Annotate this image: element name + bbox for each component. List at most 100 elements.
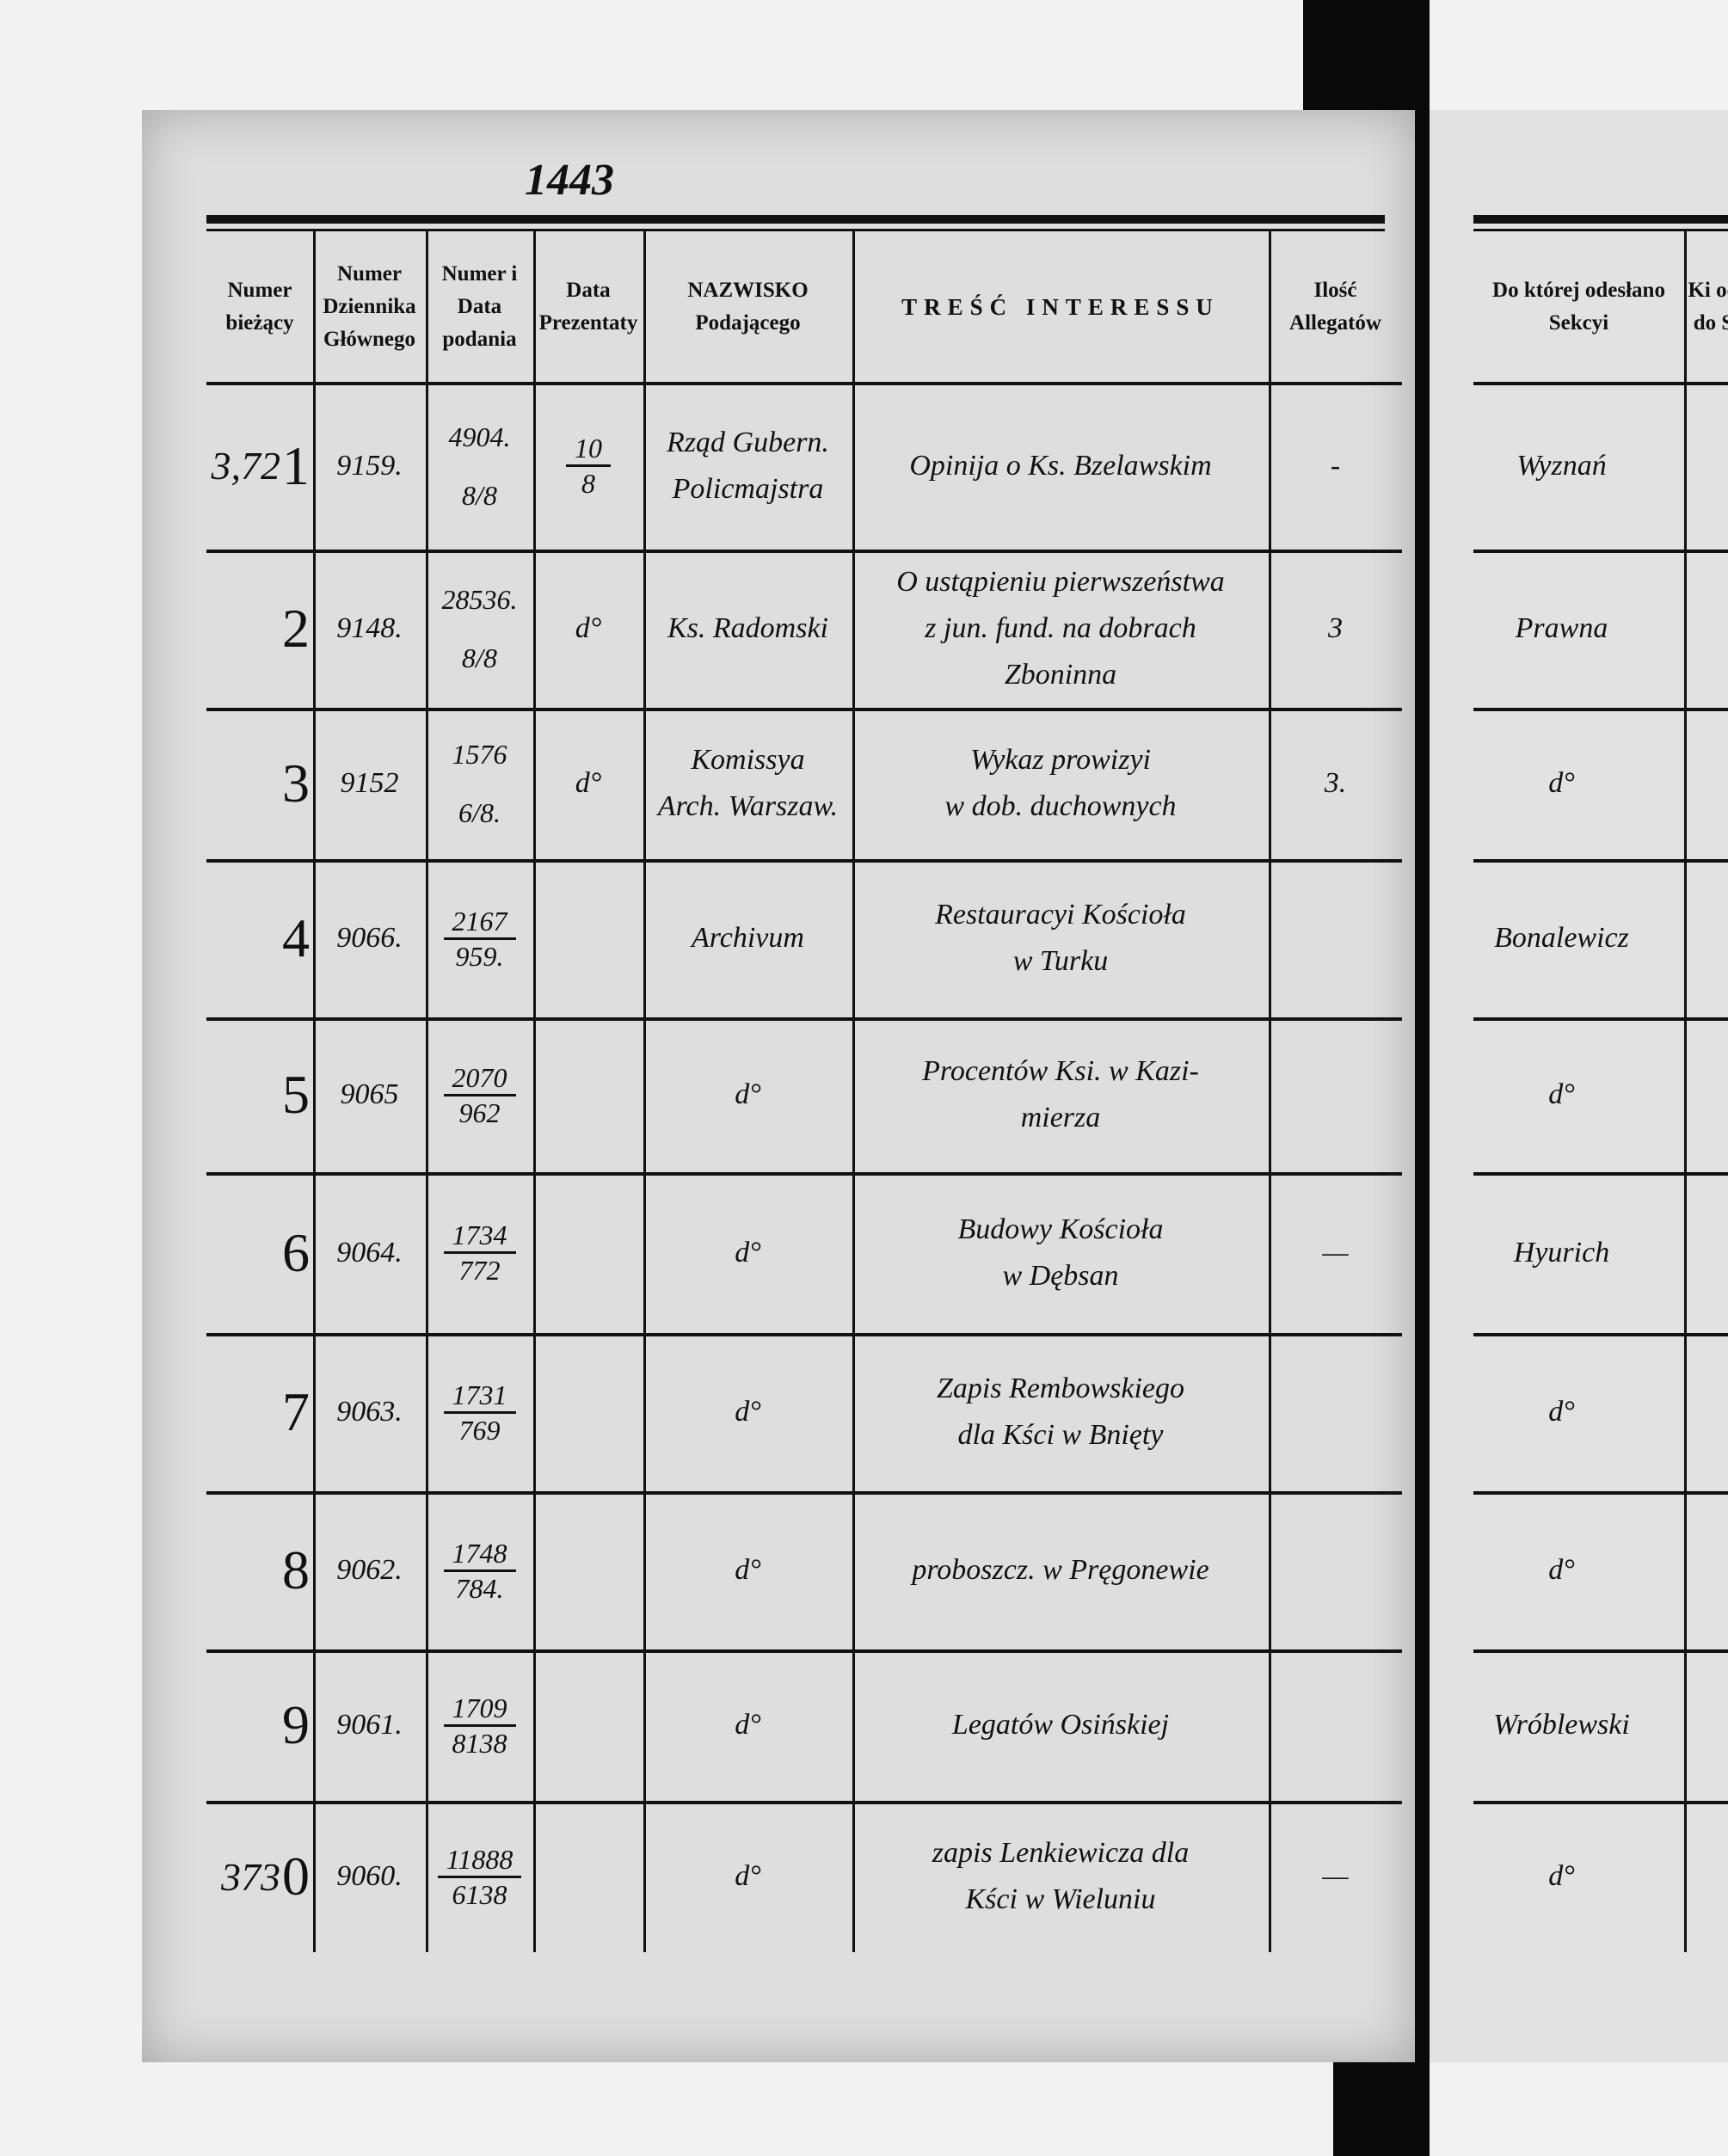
matter-content-line: Kści w Wieluniu bbox=[965, 1883, 1156, 1915]
entry-number-digit: 3 bbox=[282, 752, 310, 814]
header-sekcja: Do której odesłano Sekcyi bbox=[1492, 279, 1665, 335]
presentation-day: 10 bbox=[566, 432, 611, 467]
applicant-name: Ks. Radomski bbox=[643, 550, 852, 708]
applicant-name-line: Ks. Radomski bbox=[667, 612, 828, 644]
matter-content: Opinija o Ks. Bzelawskim bbox=[852, 382, 1269, 550]
matter-content: proboszcz. w Pręgonewie bbox=[852, 1491, 1269, 1649]
row-rule-right bbox=[1473, 1172, 1728, 1176]
entry-number-digit: 2 bbox=[282, 598, 310, 659]
entry-number-digit: 4 bbox=[282, 907, 310, 968]
filing-number: 4904. bbox=[448, 421, 511, 452]
filing-date: 8/8 bbox=[462, 642, 497, 673]
filing-number-date: 1576 6/8. bbox=[426, 708, 533, 859]
matter-content-line: Legatów Osińskiej bbox=[951, 1709, 1170, 1741]
matter-content-line: z jun. fund. na dobrach bbox=[925, 612, 1196, 644]
journal-number: 9148. bbox=[336, 612, 403, 644]
row-rule bbox=[206, 1649, 1402, 1653]
applicant-name-line: d° bbox=[735, 1078, 761, 1110]
top-rule-right-thin bbox=[1473, 229, 1728, 231]
filing-number: 28536. bbox=[441, 584, 518, 615]
column-rule bbox=[426, 231, 428, 1952]
scan-border-top bbox=[1303, 0, 1424, 110]
row-rule-right bbox=[1473, 708, 1728, 711]
matter-content-line: O ustąpieniu pierwszeństwa bbox=[896, 566, 1225, 598]
matter-content: Legatów Osińskiej bbox=[852, 1649, 1269, 1801]
matter-content: Restauracyi Kościoła w Turku bbox=[852, 859, 1269, 1017]
section-sent-to: d° bbox=[1548, 767, 1575, 799]
header-nazwisko: NAZWISKO Podającego bbox=[687, 279, 809, 335]
journal-number: 9063. bbox=[336, 1396, 403, 1428]
row-rule-right bbox=[1473, 550, 1728, 553]
filing-date: 6138 bbox=[452, 1878, 507, 1910]
attachments-count bbox=[1269, 1649, 1402, 1801]
row-rule-right bbox=[1473, 1491, 1728, 1495]
filing-number-date: 4904. 8/8 bbox=[426, 382, 533, 550]
scan-border-gutter bbox=[1415, 0, 1430, 2156]
row-rule-right bbox=[1473, 1017, 1728, 1021]
matter-content-line: w Dębsan bbox=[1002, 1259, 1119, 1292]
filing-number-date: 2070 962 bbox=[426, 1017, 533, 1172]
attachments-count bbox=[1269, 859, 1402, 1017]
applicant-name: d° bbox=[643, 1333, 852, 1491]
column-rule bbox=[643, 231, 646, 1952]
row-rule bbox=[206, 708, 1402, 711]
applicant-name: d° bbox=[643, 1491, 852, 1649]
row-rule bbox=[206, 1333, 1402, 1336]
presentation-date bbox=[533, 1649, 643, 1801]
matter-content-line: Zboninna bbox=[1004, 659, 1117, 691]
journal-number: 9060. bbox=[336, 1860, 403, 1892]
applicant-name: d° bbox=[643, 1017, 852, 1172]
matter-content-line: Restauracyi Kościoła bbox=[935, 899, 1186, 931]
applicant-name-line: Komissya bbox=[691, 744, 805, 776]
section-sent-to: Hyurich bbox=[1513, 1236, 1610, 1268]
header-numer-biezacy: Numer bieżący bbox=[225, 279, 294, 335]
entry-number: 6 bbox=[138, 1172, 310, 1333]
matter-content-line: Procentów Ksi. w Kazi- bbox=[922, 1055, 1199, 1087]
applicant-name-line: d° bbox=[735, 1236, 761, 1268]
filing-number-date: 1734 772 bbox=[426, 1172, 533, 1333]
row-rule-right bbox=[1473, 859, 1728, 863]
attachments-count: 3 bbox=[1328, 612, 1343, 644]
filing-number: 1731 bbox=[443, 1379, 516, 1414]
attachments-count: 3. bbox=[1324, 767, 1347, 799]
attachments-count bbox=[1269, 1017, 1402, 1172]
row-rule-right bbox=[1473, 1801, 1728, 1804]
matter-content-line: Zapis Rembowskiego bbox=[936, 1373, 1185, 1404]
matter-content-line: Opinija o Ks. Bzelawskim bbox=[909, 449, 1212, 482]
column-rule bbox=[533, 231, 536, 1952]
applicant-name-line: Archivum bbox=[692, 922, 804, 954]
folio-number: 1443 bbox=[525, 156, 614, 205]
entry-number-digit: 5 bbox=[282, 1064, 310, 1125]
matter-content-line: mierza bbox=[1020, 1102, 1101, 1133]
entry-number-prefix: 373 bbox=[221, 1854, 280, 1899]
matter-content: zapis Lenkiewicza dla Kści w Wieluniu bbox=[852, 1801, 1269, 1952]
matter-content-line: proboszcz. w Pręgonewie bbox=[912, 1554, 1209, 1586]
attachments-count: — bbox=[1322, 1860, 1349, 1892]
section-sent-to: Bonalewicz bbox=[1494, 922, 1629, 954]
entry-number: 8 bbox=[138, 1491, 310, 1649]
row-rule-right bbox=[1473, 1649, 1728, 1653]
entry-number-digit: 9 bbox=[282, 1694, 310, 1755]
applicant-name: Rząd Gubern. Policmajstra bbox=[643, 382, 852, 550]
section-sent-to: d° bbox=[1548, 1860, 1575, 1892]
column-rule bbox=[1269, 231, 1271, 1952]
entry-number: 5 bbox=[138, 1017, 310, 1172]
presentation-date bbox=[533, 1491, 643, 1649]
header-allegaty: Ilość Allegatów bbox=[1289, 279, 1381, 335]
applicant-name: d° bbox=[643, 1172, 852, 1333]
entry-number-digit: 0 bbox=[282, 1846, 310, 1907]
filing-number: 11888 bbox=[437, 1843, 522, 1878]
header-tresc: TREŚĆ INTERESSU bbox=[901, 294, 1220, 320]
presentation-date: 10 8 bbox=[533, 382, 643, 550]
top-rule-left bbox=[206, 215, 1385, 224]
row-rule bbox=[206, 1801, 1402, 1804]
matter-content-line: Wykaz prowizyi bbox=[970, 744, 1151, 776]
filing-date: 962 bbox=[458, 1096, 501, 1128]
applicant-name-line: Rząd Gubern. bbox=[667, 426, 829, 458]
presentation-date bbox=[533, 1172, 643, 1333]
section-sent-to: d° bbox=[1548, 1078, 1575, 1110]
applicant-name: d° bbox=[643, 1649, 852, 1801]
filing-date: 769 bbox=[458, 1414, 501, 1446]
section-sent-to: Prawna bbox=[1515, 612, 1608, 644]
filing-number: 1734 bbox=[443, 1219, 516, 1254]
